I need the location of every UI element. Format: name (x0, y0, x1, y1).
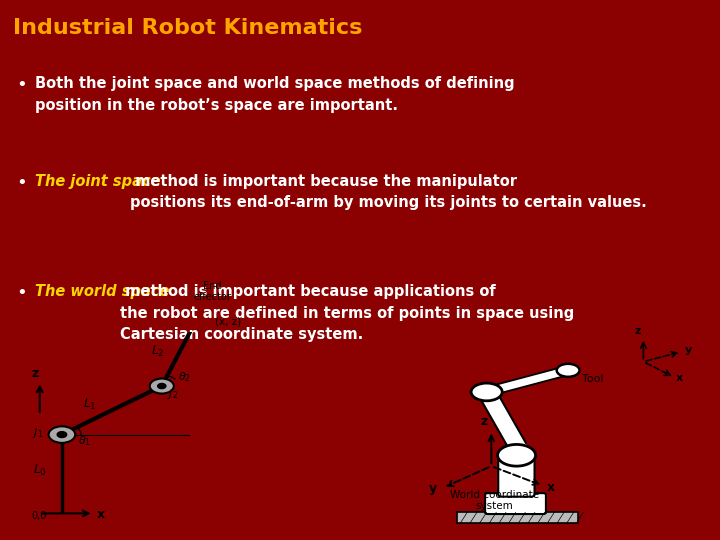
Circle shape (498, 423, 517, 434)
Circle shape (482, 395, 502, 407)
Text: $\theta_1$: $\theta_1$ (78, 435, 91, 448)
Text: World coordinate
system: World coordinate system (450, 490, 539, 511)
Circle shape (478, 388, 498, 399)
Circle shape (150, 379, 174, 394)
FancyBboxPatch shape (485, 493, 546, 514)
Circle shape (481, 394, 500, 404)
Text: •: • (16, 174, 27, 192)
Text: •: • (16, 284, 27, 302)
Text: z: z (32, 367, 39, 381)
Circle shape (523, 376, 539, 384)
Circle shape (534, 373, 549, 382)
Text: •: • (16, 76, 27, 94)
Circle shape (495, 419, 515, 430)
Circle shape (526, 375, 541, 383)
Circle shape (495, 417, 514, 428)
Circle shape (510, 380, 525, 388)
Text: y: y (685, 345, 692, 355)
Circle shape (480, 392, 500, 403)
Text: y: y (429, 482, 437, 495)
Text: $J_2$: $J_2$ (166, 387, 178, 401)
Circle shape (560, 366, 576, 375)
Circle shape (516, 377, 531, 386)
Text: $J_1$: $J_1$ (32, 426, 43, 440)
Circle shape (557, 367, 572, 375)
Circle shape (485, 401, 505, 412)
Text: Tool: Tool (582, 374, 603, 384)
Circle shape (513, 379, 528, 387)
Text: x: x (546, 481, 554, 494)
Circle shape (504, 434, 523, 444)
Circle shape (49, 426, 75, 443)
Circle shape (507, 439, 526, 450)
Text: (x, z): (x, z) (215, 316, 241, 326)
Circle shape (503, 431, 522, 443)
Text: $L_1$: $L_1$ (84, 397, 97, 413)
Circle shape (550, 369, 565, 377)
Circle shape (57, 431, 67, 437)
Text: method is important because the manipulator
positions its end-of-arm by moving i: method is important because the manipula… (130, 174, 647, 211)
Circle shape (544, 370, 559, 379)
Circle shape (506, 380, 521, 389)
Circle shape (536, 372, 552, 381)
Text: Industrial Robot Kinematics: Industrial Robot Kinematics (13, 18, 362, 38)
Circle shape (557, 364, 580, 377)
Circle shape (506, 437, 525, 448)
Circle shape (498, 444, 536, 466)
Text: 0,0: 0,0 (32, 511, 48, 521)
Circle shape (496, 383, 511, 392)
Circle shape (487, 404, 507, 416)
Circle shape (502, 430, 521, 441)
Circle shape (158, 383, 166, 389)
Circle shape (490, 410, 510, 421)
Text: The world space: The world space (35, 284, 169, 299)
Circle shape (500, 426, 519, 437)
Circle shape (484, 399, 503, 410)
Text: The joint space: The joint space (35, 174, 160, 189)
Text: x: x (676, 373, 683, 383)
Circle shape (520, 377, 535, 386)
Circle shape (493, 415, 513, 427)
Circle shape (492, 412, 510, 423)
Circle shape (503, 381, 518, 390)
Circle shape (479, 388, 494, 396)
Circle shape (499, 424, 518, 435)
Text: $\theta_2$: $\theta_2$ (178, 370, 191, 384)
Circle shape (479, 390, 498, 401)
Circle shape (497, 421, 516, 432)
Circle shape (500, 428, 520, 439)
Circle shape (492, 414, 512, 424)
Circle shape (490, 408, 509, 419)
Circle shape (554, 368, 569, 376)
Text: z: z (635, 326, 641, 336)
Circle shape (547, 369, 562, 378)
Circle shape (471, 383, 503, 401)
Circle shape (540, 372, 555, 380)
Circle shape (488, 407, 508, 417)
FancyBboxPatch shape (498, 453, 534, 497)
Text: Both the joint space and world space methods of defining
position in the robot’s: Both the joint space and world space met… (35, 76, 514, 112)
Circle shape (486, 403, 505, 414)
Text: $L_0$: $L_0$ (33, 463, 48, 478)
Circle shape (505, 435, 524, 447)
Text: z: z (481, 415, 488, 428)
Circle shape (500, 382, 515, 391)
Circle shape (483, 397, 503, 408)
Text: x: x (96, 508, 105, 521)
Text: End
effector: End effector (193, 281, 231, 302)
Circle shape (486, 386, 501, 395)
Circle shape (477, 387, 496, 397)
Text: method is important because applications of
the robot are defined in terms of po: method is important because applications… (120, 284, 574, 342)
Circle shape (492, 384, 508, 393)
Circle shape (489, 385, 505, 394)
Bar (456, 512, 577, 523)
Text: $L_2$: $L_2$ (150, 344, 164, 359)
Circle shape (530, 374, 545, 383)
Circle shape (482, 387, 498, 395)
